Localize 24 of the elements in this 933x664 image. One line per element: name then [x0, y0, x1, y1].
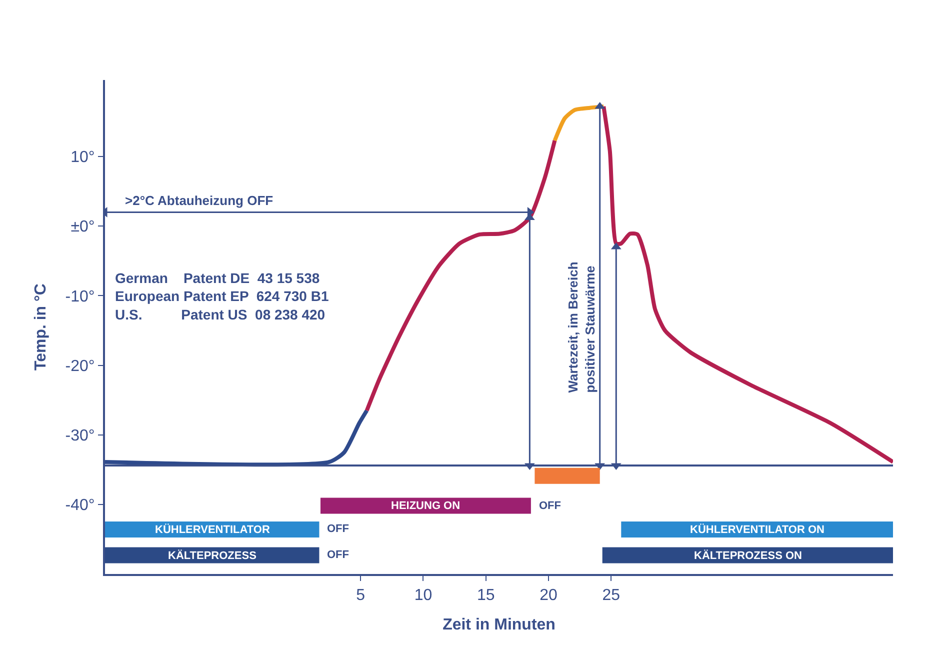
annotation: OFF — [327, 549, 350, 561]
series-label: HEIZUNG ON — [391, 500, 460, 512]
y-tick-label: 10° — [70, 149, 95, 166]
x-tick-label: 5 — [356, 587, 366, 604]
series-label: KÜHLERVENTILATOR ON — [690, 523, 825, 536]
x-tick-label: 20 — [540, 587, 558, 604]
annotation: Wartezeit, im Bereich positiver Stauwärme — [566, 262, 598, 393]
y-tick-label: -20° — [65, 358, 95, 375]
annotation: OFF — [539, 500, 562, 512]
series-label: KÜHLERVENTILATOR — [155, 523, 270, 536]
annotation: >2°C Abtauheizung OFF — [125, 193, 274, 208]
y-axis-title: Temp. in °C — [32, 283, 50, 370]
y-tick-label: -30° — [65, 427, 95, 444]
x-tick-label: 15 — [476, 587, 495, 604]
x-tick-label: 10 — [414, 587, 432, 604]
series-label: KÄLTEPROZESS ON — [694, 549, 802, 562]
x-tick-label: 25 — [602, 587, 620, 604]
y-tick-label: -40° — [65, 497, 95, 514]
series-label: KÄLTEPROZESS — [168, 549, 256, 562]
y-tick-label: ±0° — [70, 218, 95, 236]
annotation: German Patent DE 43 15 538 European Patent EP 624 730 B1 U.S. Patent US 08 238 420 — [115, 270, 329, 322]
x-axis-title: Zeit in Minuten — [442, 616, 556, 634]
annotation: OFF — [327, 523, 350, 535]
y-tick-label: -10° — [65, 288, 95, 306]
